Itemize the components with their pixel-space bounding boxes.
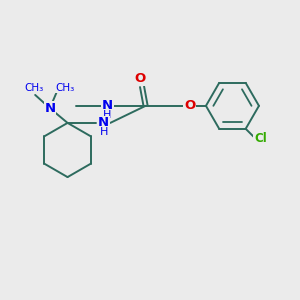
Text: CH₃: CH₃	[55, 82, 74, 93]
Text: Cl: Cl	[254, 132, 267, 145]
Text: N: N	[44, 102, 56, 115]
Text: H: H	[103, 110, 112, 120]
Text: O: O	[184, 99, 195, 112]
Text: N: N	[102, 99, 113, 112]
Text: H: H	[100, 127, 108, 137]
Text: CH₃: CH₃	[24, 83, 43, 94]
Text: O: O	[135, 72, 146, 85]
Text: N: N	[98, 116, 109, 129]
